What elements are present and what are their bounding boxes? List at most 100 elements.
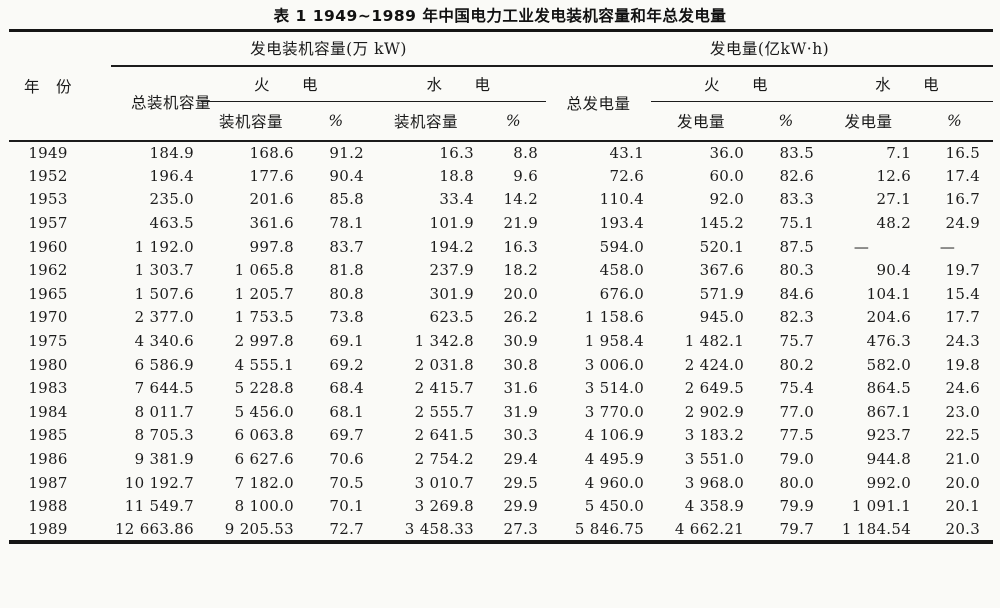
col-header-thermal-generation-percent: % xyxy=(751,101,822,142)
value-cell: 110.4 xyxy=(599,190,645,209)
table-row: 1957 463.5 361.6 78.1 101.9 21.9 193.4 145.2 75.… xyxy=(9,211,993,235)
table-row: 1970 2 377.0 1 753.5 73.8 623.5 26.2 1 158.6 94… xyxy=(9,306,993,330)
value-cell: 30.8 xyxy=(503,355,539,374)
col-header-thermal-generation: 发电量 xyxy=(651,101,752,142)
value-cell: 7 182.0 xyxy=(234,473,294,492)
year-cell: 1952 xyxy=(28,166,68,185)
value-cell: 70.5 xyxy=(329,473,364,492)
year-cell: 1984 xyxy=(28,402,68,421)
value-cell: 3 010.7 xyxy=(414,473,474,492)
col-group-hydro-capacity: 水 电 xyxy=(371,65,547,102)
value-cell: 3 551.0 xyxy=(684,450,745,469)
value-cell: — xyxy=(939,237,956,256)
value-cell: 204.6 xyxy=(866,308,912,327)
col-header-hydro-generation: 发电量 xyxy=(821,101,917,142)
value-cell: 20.0 xyxy=(945,473,981,492)
value-cell: 361.6 xyxy=(249,214,294,233)
value-cell: 73.8 xyxy=(329,308,364,327)
value-cell: 77.0 xyxy=(779,402,815,421)
table-row: 1985 8 705.3 6 063.8 69.7 2 641.5 30.3 4 106.9… xyxy=(9,424,993,448)
value-cell: 82.6 xyxy=(779,166,815,185)
year-cell: 1975 xyxy=(28,332,68,351)
year-cell: 1987 xyxy=(28,473,68,492)
value-cell: 70.6 xyxy=(329,450,364,469)
value-cell: 7.1 xyxy=(886,143,912,162)
value-cell: 14.2 xyxy=(503,190,539,209)
value-cell: 6 063.8 xyxy=(234,426,294,445)
value-cell: 10 192.7 xyxy=(124,473,194,492)
value-cell: 301.9 xyxy=(429,284,474,303)
value-cell: 104.1 xyxy=(866,284,912,303)
value-cell: 69.1 xyxy=(329,332,364,351)
value-cell: 69.7 xyxy=(329,426,364,445)
value-cell: 91.2 xyxy=(329,143,364,162)
value-cell: 4 662.21 xyxy=(674,519,745,538)
value-cell: 77.5 xyxy=(779,426,815,445)
value-cell: 201.6 xyxy=(249,190,294,209)
value-cell: 36.0 xyxy=(709,143,745,162)
value-cell: 68.4 xyxy=(329,379,364,398)
col-header-thermal-installed: 装机容量 xyxy=(201,101,301,142)
value-cell: 20.1 xyxy=(945,497,981,516)
value-cell: 168.6 xyxy=(249,143,294,162)
value-cell: 22.5 xyxy=(945,426,981,445)
value-cell: 20.3 xyxy=(945,519,981,538)
value-cell: 2 415.7 xyxy=(414,379,474,398)
value-cell: 29.5 xyxy=(503,473,539,492)
value-cell: 69.2 xyxy=(329,355,364,374)
value-cell: 9 205.53 xyxy=(224,519,294,538)
table-title: 表 1 1949~1989 年中国电力工业发电装机容量和年总发电量 xyxy=(273,7,727,25)
col-header-hydro-installed: 装机容量 xyxy=(371,101,481,142)
value-cell: 80.3 xyxy=(779,261,815,280)
value-cell: 2 031.8 xyxy=(414,355,474,374)
col-header-hydro-generation-percent: % xyxy=(916,101,994,142)
table-body: 1949 184.9 168.6 91.2 16.3 8.8 43.1 36.0 83.5 7.1… xyxy=(9,141,993,542)
value-cell: 18.8 xyxy=(439,166,474,185)
value-cell: 80.0 xyxy=(779,473,815,492)
value-cell: 12.6 xyxy=(876,166,912,185)
value-cell: 85.8 xyxy=(329,190,364,209)
value-cell: 75.1 xyxy=(779,214,815,233)
value-cell: 571.9 xyxy=(699,284,745,303)
value-cell: 1 482.1 xyxy=(684,332,745,351)
value-cell: 78.1 xyxy=(329,214,364,233)
value-cell: 463.5 xyxy=(149,214,194,233)
value-cell: 3 968.0 xyxy=(684,473,745,492)
value-cell: 867.1 xyxy=(866,402,912,421)
table-row: 1980 6 586.9 4 555.1 69.2 2 031.8 30.8 3 006.0… xyxy=(9,353,993,377)
value-cell: 80.2 xyxy=(779,355,815,374)
value-cell: 520.1 xyxy=(699,237,745,256)
value-cell: 19.7 xyxy=(945,261,981,280)
value-cell: 48.2 xyxy=(876,214,912,233)
value-cell: 29.4 xyxy=(503,450,539,469)
value-cell: 83.5 xyxy=(779,143,815,162)
value-cell: 30.9 xyxy=(503,332,539,351)
value-cell: 79.9 xyxy=(779,497,815,516)
value-cell: 75.4 xyxy=(779,379,815,398)
value-cell: 2 555.7 xyxy=(414,402,474,421)
value-cell: 458.0 xyxy=(599,261,645,280)
value-cell: 4 495.9 xyxy=(584,450,645,469)
value-cell: 31.6 xyxy=(503,379,539,398)
value-cell: 8 705.3 xyxy=(134,426,194,445)
table-row: 1975 4 340.6 2 997.8 69.1 1 342.8 30.9 1 958.4… xyxy=(9,329,993,353)
total-capacity-label: 总装机容量 xyxy=(131,94,212,112)
table-row: 1952 196.4 177.6 90.4 18.8 9.6 72.6 60.0 82.6 12.… xyxy=(9,164,993,188)
value-cell: 3 770.0 xyxy=(584,402,645,421)
year-cell: 1953 xyxy=(28,190,68,209)
value-cell: 24.3 xyxy=(945,332,981,351)
value-cell: 24.9 xyxy=(945,214,981,233)
value-cell: 72.6 xyxy=(609,166,645,185)
value-cell: 27.3 xyxy=(503,519,539,538)
value-cell: 193.4 xyxy=(599,214,645,233)
value-cell: 945.0 xyxy=(699,308,745,327)
table-row: 1960 1 192.0 997.8 83.7 194.2 16.3 594.0 520.1 8… xyxy=(9,235,993,259)
value-cell: 26.2 xyxy=(503,308,539,327)
value-cell: 582.0 xyxy=(866,355,912,374)
value-cell: 184.9 xyxy=(149,143,194,162)
value-cell: 1 342.8 xyxy=(414,332,474,351)
value-cell: 20.0 xyxy=(503,284,539,303)
value-cell: 12 663.86 xyxy=(114,519,194,538)
value-cell: 83.3 xyxy=(779,190,815,209)
